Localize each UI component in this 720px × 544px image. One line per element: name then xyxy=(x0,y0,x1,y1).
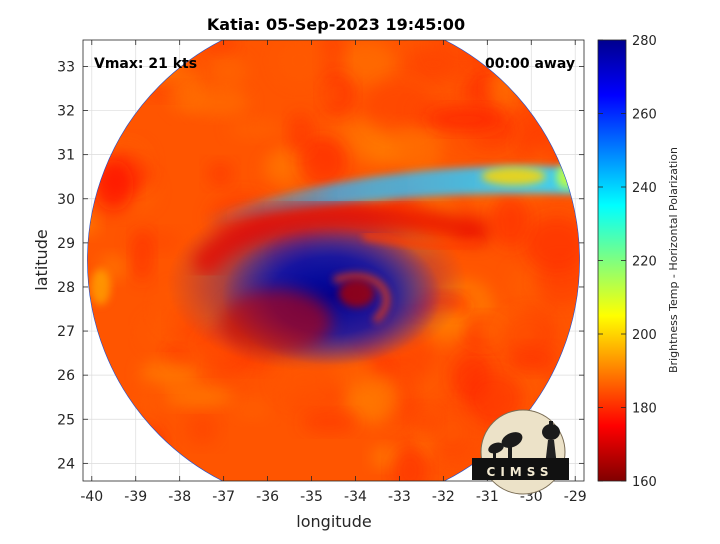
colorbar-ticks: 160 180 200 220 240 260 280 xyxy=(598,34,657,490)
y-tick-label: 33 xyxy=(57,59,75,75)
x-axis: -40 -39 -38 -37 -36 -35 -34 -33 -32 -31 -30 -29 xyxy=(80,40,587,505)
texture-blob xyxy=(204,40,238,55)
texture-blob xyxy=(335,41,396,86)
y-axis: 24 25 26 27 28 29 30 31 32 33 xyxy=(57,59,584,472)
cold-streak xyxy=(425,107,506,132)
logo-text: CIMSS xyxy=(487,465,554,479)
texture-blob xyxy=(409,406,439,435)
texture-blob xyxy=(289,112,313,154)
warm-band-shape xyxy=(201,165,580,230)
texture-blob xyxy=(319,40,346,81)
texture-blob xyxy=(139,360,200,387)
cimss-logo: CIMSS xyxy=(472,409,569,495)
texture-blob xyxy=(229,117,283,139)
swirl-south xyxy=(221,289,332,354)
texture-blob xyxy=(318,84,343,104)
x-axis-label: longitude xyxy=(296,512,371,531)
y-tick-label: 30 xyxy=(57,192,75,208)
x-tick-label: -29 xyxy=(564,489,587,505)
y-tick-label: 29 xyxy=(57,236,75,252)
spiral-arm-edge xyxy=(362,232,481,251)
time-away-label: 00:00 away xyxy=(485,56,575,72)
x-tick-label: -32 xyxy=(432,489,455,505)
x-tick-label: -35 xyxy=(300,489,323,505)
x-tick-label: -37 xyxy=(212,489,235,505)
texture-blob xyxy=(208,55,248,89)
warm-band-core xyxy=(481,167,546,186)
texture-blob xyxy=(392,447,429,481)
x-tick-label: -31 xyxy=(476,489,499,505)
swath-outline xyxy=(87,40,580,481)
warm-patch-west xyxy=(90,268,111,305)
texture-blob xyxy=(501,310,557,361)
colorbar-tick-label: 160 xyxy=(632,475,657,490)
texture-blob xyxy=(132,229,153,283)
colorbar-label: Brightness Temp - Horizontal Polarizatio… xyxy=(667,147,680,373)
colorbar-tick-label: 260 xyxy=(632,108,657,123)
texture-blob xyxy=(298,137,346,187)
y-tick-label: 32 xyxy=(57,104,75,120)
y-tick-label: 25 xyxy=(57,412,75,428)
colorbar-tick-label: 180 xyxy=(632,402,657,417)
texture-blob xyxy=(186,413,219,445)
spiral-arm xyxy=(193,202,490,275)
y-axis-label: latitude xyxy=(32,229,51,290)
colorbar-tick-label: 280 xyxy=(632,34,657,49)
colorbar-tick-label: 200 xyxy=(632,328,657,343)
x-tick-label: -40 xyxy=(80,489,103,505)
y-tick-label: 26 xyxy=(57,368,75,384)
x-tick-label: -39 xyxy=(124,489,147,505)
x-tick-label: -38 xyxy=(168,489,191,505)
y-tick-label: 31 xyxy=(57,148,75,164)
chart-title: Katia: 05-Sep-2023 19:45:00 xyxy=(207,15,465,34)
x-tick-label: -36 xyxy=(256,489,279,505)
warm-band xyxy=(90,107,580,305)
vmax-label: Vmax: 21 kts xyxy=(94,56,197,72)
texture-blob xyxy=(87,209,99,236)
texture-blob xyxy=(365,81,434,138)
x-tick-label: -33 xyxy=(388,489,411,505)
texture-blob xyxy=(232,398,270,421)
texture-blob xyxy=(301,411,358,433)
texture-blob xyxy=(524,216,580,272)
cold-swirl xyxy=(166,195,490,372)
texture-blob xyxy=(189,88,250,117)
texture-blob xyxy=(394,125,428,171)
y-tick-label: 27 xyxy=(57,324,75,340)
texture-blob xyxy=(162,385,234,408)
colorbar-tick-label: 220 xyxy=(632,255,657,270)
texture-blob xyxy=(490,192,530,248)
texture-blob xyxy=(266,148,306,182)
plot-frame xyxy=(82,39,585,482)
texture-blob xyxy=(207,161,234,186)
y-tick-label: 28 xyxy=(57,280,75,296)
y-tick-label: 24 xyxy=(57,456,75,472)
eye-core xyxy=(338,279,375,308)
texture-blob xyxy=(274,40,325,85)
x-tick-label: -34 xyxy=(344,489,367,505)
texture-blob xyxy=(426,405,477,461)
colorbar-tick-label: 240 xyxy=(632,181,657,196)
eye-curl xyxy=(333,272,391,323)
